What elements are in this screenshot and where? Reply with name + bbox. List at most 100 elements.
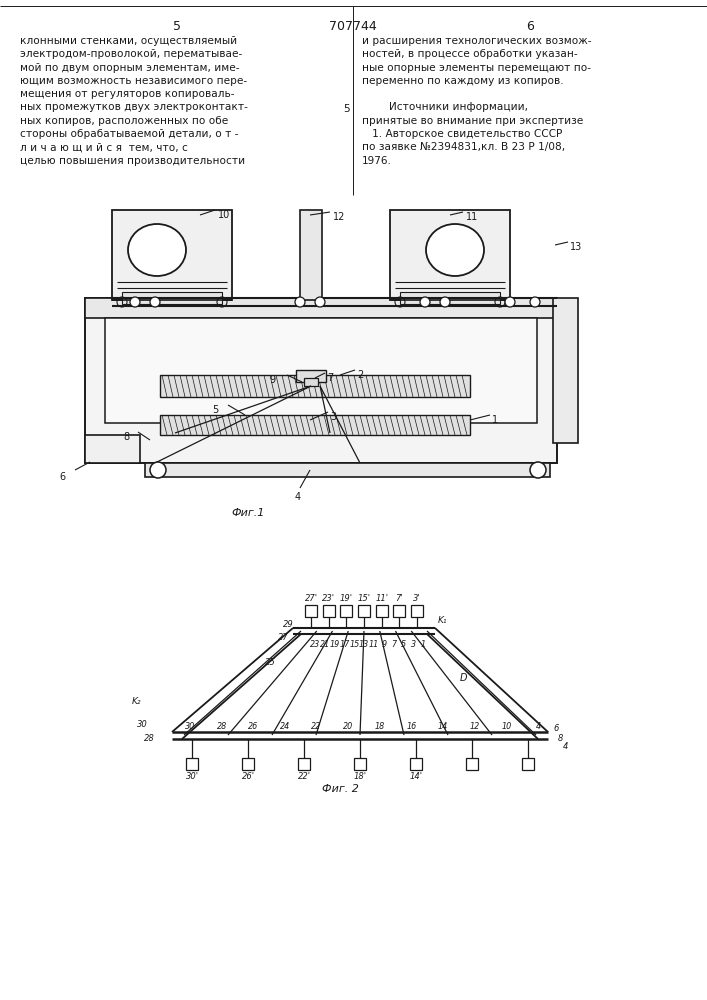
Text: 7: 7: [391, 640, 396, 649]
Text: 23': 23': [322, 594, 335, 603]
Text: 707744: 707744: [329, 20, 377, 33]
Text: 1: 1: [421, 640, 426, 649]
Text: целью повышения производительности: целью повышения производительности: [20, 156, 245, 166]
Text: 5: 5: [401, 640, 406, 649]
Bar: [522, 758, 534, 770]
Bar: [85, 298, 557, 318]
Text: 29: 29: [283, 620, 293, 629]
Text: 14': 14': [409, 772, 423, 781]
Text: по заявке №2394831,кл. В 23 Р 1/08,: по заявке №2394831,кл. В 23 Р 1/08,: [362, 142, 565, 152]
Bar: [393, 605, 405, 617]
Text: Источники информации,: Источники информации,: [362, 103, 528, 112]
Text: 12: 12: [333, 212, 346, 222]
Text: мещения от регуляторов копироваль-: мещения от регуляторов копироваль-: [20, 89, 235, 99]
Bar: [85, 298, 557, 463]
Text: ющим возможность независимого пере-: ющим возможность независимого пере-: [20, 76, 247, 86]
Text: D: D: [460, 673, 467, 683]
Text: 7: 7: [327, 373, 333, 383]
Text: 19': 19': [340, 594, 353, 603]
Circle shape: [150, 462, 166, 478]
Text: 21: 21: [320, 640, 330, 649]
Bar: [186, 758, 198, 770]
Circle shape: [420, 297, 430, 307]
Circle shape: [505, 297, 515, 307]
Text: Фиг.1: Фиг.1: [231, 508, 264, 518]
Text: 5: 5: [173, 20, 181, 33]
Bar: [298, 758, 310, 770]
Text: переменно по каждому из копиров.: переменно по каждому из копиров.: [362, 76, 563, 86]
Text: 30: 30: [137, 720, 148, 729]
Text: 22': 22': [298, 772, 310, 781]
Text: 28: 28: [216, 722, 227, 731]
Text: 2: 2: [357, 370, 363, 380]
Text: 3: 3: [330, 412, 336, 422]
Text: ных промежутков двух электроконтакт-: ных промежутков двух электроконтакт-: [20, 103, 248, 112]
Bar: [354, 758, 366, 770]
Text: 4: 4: [535, 722, 541, 731]
Circle shape: [150, 297, 160, 307]
Bar: [300, 210, 322, 300]
Text: 20: 20: [343, 722, 354, 731]
Text: 10: 10: [218, 210, 230, 220]
Text: ных копиров, расположенных по обе: ных копиров, расположенных по обе: [20, 116, 228, 126]
Text: 26: 26: [248, 722, 258, 731]
Bar: [145, 463, 550, 477]
Bar: [105, 318, 537, 423]
Text: клонными стенками, осуществляемый: клонными стенками, осуществляемый: [20, 36, 237, 46]
Ellipse shape: [128, 224, 186, 276]
Bar: [304, 378, 318, 386]
Bar: [375, 605, 387, 617]
Text: и расширения технологических возмож-: и расширения технологических возмож-: [362, 36, 592, 46]
Text: 8: 8: [124, 432, 130, 442]
Text: 19: 19: [329, 640, 340, 649]
Text: 1. Авторское свидетельство СССР: 1. Авторское свидетельство СССР: [362, 129, 562, 139]
Text: 18: 18: [375, 722, 385, 731]
Text: 16: 16: [407, 722, 416, 731]
Text: 22: 22: [311, 722, 322, 731]
Text: 9: 9: [269, 375, 275, 385]
Text: 17: 17: [339, 640, 349, 649]
Text: 13: 13: [359, 640, 369, 649]
Text: 7': 7': [395, 594, 403, 603]
Bar: [112, 210, 232, 300]
Bar: [340, 605, 352, 617]
Bar: [322, 605, 334, 617]
Circle shape: [530, 462, 546, 478]
Bar: [553, 298, 578, 443]
Text: 12: 12: [469, 722, 480, 731]
Ellipse shape: [426, 224, 484, 276]
Circle shape: [130, 297, 140, 307]
Text: 6: 6: [59, 472, 65, 482]
Text: 4: 4: [563, 742, 568, 751]
Bar: [358, 605, 370, 617]
Text: 26': 26': [242, 772, 255, 781]
Circle shape: [315, 297, 325, 307]
Text: 13: 13: [570, 242, 583, 252]
Text: 14: 14: [438, 722, 448, 731]
Bar: [305, 605, 317, 617]
Bar: [160, 375, 470, 397]
Bar: [466, 758, 478, 770]
Text: 15': 15': [358, 594, 370, 603]
Text: л и ч а ю щ и й с я  тем, что, с: л и ч а ю щ и й с я тем, что, с: [20, 142, 188, 152]
Text: 11': 11': [375, 594, 388, 603]
Text: 25: 25: [265, 658, 276, 667]
Text: K₂: K₂: [132, 697, 141, 706]
Bar: [390, 210, 510, 300]
Text: 11: 11: [466, 212, 478, 222]
Bar: [242, 758, 254, 770]
Text: 23: 23: [310, 640, 320, 649]
Text: 28: 28: [144, 734, 155, 743]
Text: 5: 5: [212, 405, 218, 415]
Bar: [85, 435, 140, 463]
Text: 27: 27: [278, 633, 288, 642]
Text: 4: 4: [295, 492, 301, 502]
Bar: [410, 758, 422, 770]
Text: K₁: K₁: [438, 616, 448, 625]
Text: 6: 6: [553, 724, 559, 733]
Text: 3: 3: [411, 640, 416, 649]
Text: 30: 30: [185, 722, 195, 731]
Bar: [296, 370, 326, 382]
Bar: [400, 292, 500, 304]
Text: ные опорные элементы перемещают по-: ные опорные элементы перемещают по-: [362, 63, 591, 73]
